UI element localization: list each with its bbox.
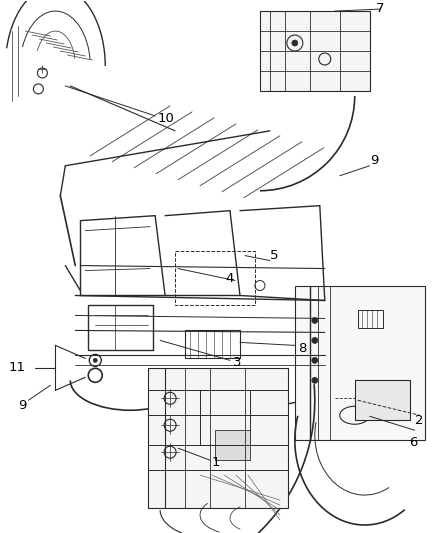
Circle shape (312, 337, 318, 343)
Text: 7: 7 (376, 2, 384, 14)
Circle shape (292, 40, 298, 46)
Circle shape (312, 318, 318, 324)
Bar (355, 381, 410, 420)
Text: 4: 4 (225, 272, 233, 285)
Bar (175, 251, 255, 305)
Text: 2: 2 (415, 414, 423, 427)
Text: 10: 10 (157, 112, 174, 125)
Text: 8: 8 (298, 342, 306, 355)
Text: 9: 9 (370, 154, 378, 167)
Text: 5: 5 (270, 249, 279, 262)
Bar (200, 390, 250, 445)
Text: 1: 1 (212, 456, 220, 469)
Circle shape (312, 357, 318, 364)
Text: 6: 6 (410, 435, 418, 449)
Bar (215, 430, 250, 460)
Bar (295, 286, 424, 440)
Bar (358, 310, 383, 328)
Circle shape (312, 377, 318, 383)
Bar (185, 330, 240, 358)
Text: 11: 11 (8, 361, 25, 374)
Bar (260, 11, 370, 91)
Text: 3: 3 (233, 356, 241, 369)
Circle shape (93, 358, 97, 362)
Bar (148, 368, 288, 508)
Text: 9: 9 (18, 399, 27, 412)
Bar (88, 305, 153, 350)
